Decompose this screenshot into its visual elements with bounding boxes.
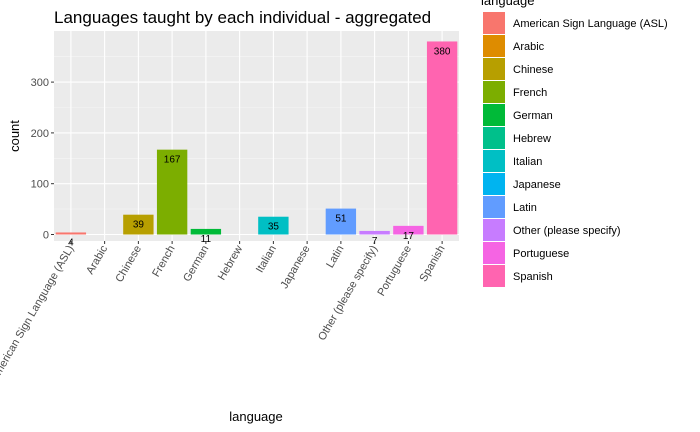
- legend-swatch: [483, 242, 505, 264]
- x-tick-label: French: [150, 244, 178, 280]
- bar: [258, 216, 289, 235]
- bar-value-label: 17: [403, 231, 415, 242]
- bar: [426, 41, 458, 235]
- legend-swatch: [483, 265, 505, 287]
- y-axis: 0 100 200 300: [31, 77, 54, 242]
- x-tick-label: American Sign Language (ASL): [0, 244, 76, 384]
- bar: [393, 225, 424, 235]
- y-tick-label: 200: [31, 128, 49, 140]
- legend-swatch: [483, 196, 505, 218]
- x-tick-label: German: [181, 244, 211, 284]
- minor-gridlines: [54, 56, 459, 210]
- y-tick-label: 300: [31, 77, 49, 89]
- x-tick-label: Other (please specify): [316, 244, 380, 343]
- legend-label: American Sign Language (ASL): [513, 18, 668, 30]
- legend-label: Spanish: [513, 271, 553, 283]
- bar: [123, 214, 154, 235]
- bar-value-label: 167: [164, 155, 181, 166]
- bar: [156, 149, 188, 235]
- x-axis: American Sign Language (ASL) Arabic Chines…: [0, 241, 448, 383]
- x-tick-label: Chinese: [113, 244, 144, 285]
- x-tick-label: Spanish: [417, 244, 447, 284]
- legend-items: American Sign Language (ASL) Arabic Chines…: [483, 12, 668, 287]
- legend-swatch: [483, 81, 505, 103]
- legend-swatch: [483, 104, 505, 126]
- chart-title: Languages taught by each individual - ag…: [54, 8, 431, 27]
- bars: [55, 41, 458, 235]
- legend-label: Other (please specify): [513, 225, 621, 237]
- bar: [325, 208, 357, 235]
- bar-value-label: 35: [268, 222, 280, 233]
- legend-swatch: [483, 127, 505, 149]
- bar-value-label: 51: [335, 214, 347, 225]
- legend-label: Italian: [513, 156, 542, 168]
- legend-title: language: [481, 0, 535, 8]
- x-tick-label: Arabic: [84, 243, 110, 276]
- legend-label: Latin: [513, 202, 537, 214]
- legend-label: Japanese: [513, 179, 561, 191]
- x-tick-label: Hebrew: [216, 243, 245, 282]
- legend-label: Hebrew: [513, 133, 551, 145]
- legend-swatch: [483, 150, 505, 172]
- legend-label: German: [513, 110, 553, 122]
- legend-label: French: [513, 87, 547, 99]
- legend-swatch: [483, 35, 505, 57]
- legend-label: Portuguese: [513, 248, 569, 260]
- x-tick-label: Portuguese: [375, 244, 414, 299]
- bar: [359, 230, 390, 235]
- y-tick-label: 100: [31, 179, 49, 191]
- legend-swatch: [483, 12, 505, 34]
- legend-label: Arabic: [513, 41, 545, 53]
- y-tick-label: 0: [43, 230, 49, 242]
- x-tick-label: Italian: [254, 244, 279, 275]
- x-tick-label: Japanese: [278, 244, 312, 291]
- legend-swatch: [483, 58, 505, 80]
- major-gridlines: [54, 31, 459, 241]
- legend-label: Chinese: [513, 64, 553, 76]
- plot-panel: [54, 31, 459, 241]
- legend: language American Sign Language (ASL) Ara…: [481, 0, 668, 287]
- legend-swatch: [483, 219, 505, 241]
- x-tick-label: Latin: [324, 244, 346, 271]
- bar-value-label: 39: [133, 220, 145, 231]
- bar: [190, 228, 222, 235]
- bar: [55, 232, 87, 235]
- y-axis-title: count: [7, 120, 22, 152]
- legend-swatch: [483, 173, 505, 195]
- bar-value-label: 380: [434, 46, 451, 57]
- bar-value-label: 11: [201, 234, 212, 245]
- x-axis-title: language: [229, 409, 283, 424]
